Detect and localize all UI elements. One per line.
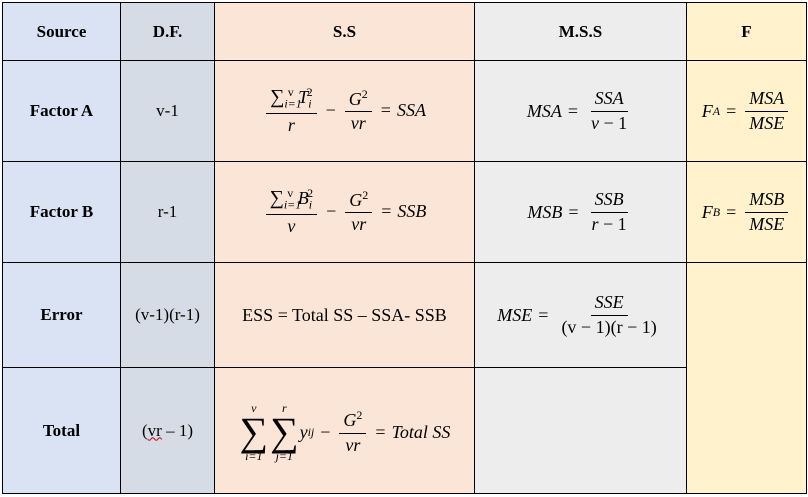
df-rest: – 1) (161, 420, 193, 440)
header-mss: M.S.S (474, 2, 687, 61)
df-cell: (vr – 1) (120, 367, 215, 494)
mss-formula-factor-a: MSA = SSA v − 1 (474, 60, 687, 162)
ss-formula-total: v ∑ i=1 r ∑ j=1 y ij − G2 vr = Total SS (214, 367, 475, 494)
mss-empty-cell (474, 367, 687, 494)
table-row-factor-a: Factor A v-1 ∑i=1v Ti2 r − G2 vr = SSA MSA =… (2, 60, 807, 162)
source-cell: Factor B (2, 161, 121, 263)
ss-text-error: ESS = Total SS – SSA- SSB (214, 262, 475, 368)
source-cell: Total (2, 367, 121, 494)
table-row-total: Total (vr – 1) v ∑ i=1 r ∑ j=1 y ij − G2 vr = T… (2, 367, 807, 494)
header-row: Source D.F. S.S M.S.S F (2, 2, 807, 61)
ss-formula-factor-b: ∑i=1v Bi2 v − G2 vr = SSB (214, 161, 475, 263)
header-ss: S.S (214, 2, 475, 61)
header-source: Source (2, 2, 121, 61)
header-f: F (686, 2, 807, 61)
df-open: ( (141, 420, 148, 440)
ss-formula-factor-a: ∑i=1v Ti2 r − G2 vr = SSA (214, 60, 475, 162)
df-cell: (v-1)(r-1) (120, 262, 215, 368)
source-cell: Factor A (2, 60, 121, 162)
df-spell-flag: vr (147, 420, 162, 440)
header-df: D.F. (120, 2, 215, 61)
table-row-error: Error (v-1)(r-1) ESS = Total SS – SSA- S… (2, 262, 807, 494)
f-formula-factor-b: F B = MSB MSE (686, 161, 807, 263)
df-cell: v-1 (120, 60, 215, 162)
source-cell: Error (2, 262, 121, 368)
f-empty-cell (686, 262, 807, 494)
df-cell: r-1 (120, 161, 215, 263)
mss-formula-factor-b: MSB = SSB r − 1 (474, 161, 687, 263)
mss-formula-error: MSE = SSE (v − 1)(r − 1) (474, 262, 687, 368)
table-row-factor-b: Factor B r-1 ∑i=1v Bi2 v − G2 vr = SSB MSB =… (2, 161, 807, 263)
f-formula-factor-a: F A = MSA MSE (686, 60, 807, 162)
